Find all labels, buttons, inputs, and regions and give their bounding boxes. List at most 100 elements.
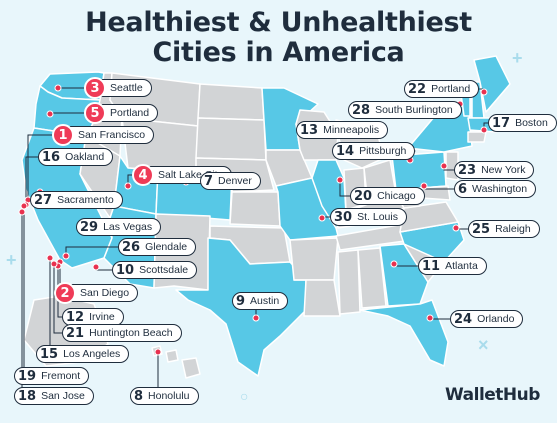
city-name: Seattle — [110, 82, 143, 94]
city-rank: 7 — [204, 173, 214, 189]
decor-plus-icon: + — [512, 48, 523, 68]
city-marker-atlanta — [390, 260, 398, 268]
wallethub-logo: WalletHub — [445, 385, 540, 405]
page-title: Healthiest & Unhealthiest — [85, 7, 472, 38]
city-rank: 28 — [352, 102, 371, 118]
state-hawaii-2 — [165, 349, 179, 363]
city-label-irvine: 12 Irvine — [62, 308, 124, 326]
city-name: Boston — [515, 117, 548, 129]
state-arkansas — [289, 237, 339, 281]
city-label-south-burlington: 28 South Burlington — [348, 101, 462, 119]
city-label-washington: 6 Washington — [454, 180, 537, 198]
leader-line — [339, 180, 350, 197]
city-rank: 4 — [132, 164, 154, 186]
city-marker-fremont — [20, 202, 28, 210]
state-georgia — [379, 243, 429, 307]
city-name: Irvine — [89, 311, 115, 323]
state-alabama — [357, 247, 387, 309]
city-name: San Jose — [41, 390, 85, 402]
city-rank: 11 — [422, 258, 441, 274]
city-marker-austin — [252, 314, 260, 322]
city-marker-los-angeles — [46, 254, 54, 262]
city-name: Oakland — [65, 151, 105, 163]
city-name: Raleigh — [495, 223, 531, 235]
city-name: St. Louis — [357, 211, 398, 223]
city-marker-huntington-beach — [50, 260, 58, 268]
leader-line — [27, 134, 60, 200]
decor-plus-icon: + — [6, 250, 17, 270]
city-name: Minneapolis — [323, 124, 380, 136]
city-name: Washington — [472, 183, 528, 195]
city-name: Fremont — [41, 370, 81, 382]
city-label-portland: 22 Portland — [404, 80, 480, 98]
state-florida — [359, 299, 449, 367]
city-marker-scottsdale — [92, 263, 100, 271]
city-name: Glendale — [145, 241, 188, 253]
city-label-las-vegas: 29 Las Vegas — [76, 218, 162, 236]
city-rank: 21 — [66, 325, 85, 341]
city-name: Pittsburgh — [359, 145, 407, 157]
city-rank: 22 — [408, 81, 427, 97]
city-marker-new-york — [440, 162, 448, 170]
city-rank: 26 — [122, 239, 141, 255]
state-north-dakota — [197, 83, 265, 121]
city-name: Sacramento — [57, 194, 114, 206]
city-name: Huntington Beach — [89, 327, 173, 339]
city-rank: 2 — [54, 282, 76, 304]
city-name: San Diego — [80, 287, 130, 299]
city-rank: 13 — [300, 122, 319, 138]
city-name: Los Angeles — [63, 348, 121, 360]
city-rank: 10 — [116, 262, 135, 278]
city-label-boston: 17 Boston — [488, 114, 557, 132]
city-rank: 25 — [472, 221, 491, 237]
city-label-austin: 9 Austin — [232, 292, 289, 310]
city-rank: 1 — [52, 124, 74, 146]
city-label-minneapolis: 13 Minneapolis — [296, 121, 389, 139]
city-rank: 5 — [84, 102, 106, 124]
decor-cross-icon: × — [478, 335, 489, 355]
city-rank: 19 — [18, 368, 37, 384]
city-label-glendale: 26 Glendale — [118, 238, 197, 256]
city-rank: 15 — [40, 346, 59, 362]
city-marker-honolulu — [154, 348, 162, 356]
state-connecticut — [467, 131, 487, 143]
city-name: Orlando — [477, 313, 515, 325]
city-name: Portland — [110, 107, 150, 119]
city-label-san-diego: 2 San Diego — [54, 282, 139, 304]
city-rank: 30 — [334, 209, 353, 225]
city-name: South Burlington — [375, 104, 453, 116]
city-label-los-angeles: 15 Los Angeles — [36, 345, 130, 363]
city-rank: 9 — [236, 293, 246, 309]
city-marker-salt-lake-city — [124, 182, 132, 190]
city-label-fremont: 19 Fremont — [14, 367, 90, 385]
city-marker-orlando — [426, 314, 434, 322]
city-marker-glendale — [62, 252, 70, 260]
state-mississippi — [337, 249, 361, 315]
city-label-sacramento: 27 Sacramento — [30, 191, 123, 209]
city-label-pittsburgh: 14 Pittsburgh — [332, 142, 416, 160]
city-label-denver: 7 Denver — [200, 172, 261, 190]
state-hawaii-3 — [181, 357, 201, 379]
city-rank: 29 — [80, 219, 99, 235]
city-rank: 14 — [336, 143, 355, 159]
leader-line — [25, 156, 38, 205]
state-south-dakota — [195, 117, 267, 161]
city-label-seattle: 3 Seattle — [84, 77, 152, 99]
city-name: Portland — [431, 83, 471, 95]
city-name: Chicago — [377, 190, 416, 202]
city-rank: 24 — [454, 311, 473, 327]
city-marker-seattle — [54, 84, 62, 92]
city-name: Atlanta — [445, 260, 478, 272]
city-label-atlanta: 11 Atlanta — [418, 257, 487, 275]
city-name: San Francisco — [78, 129, 146, 141]
page-subtitle: Cities in America — [152, 37, 405, 68]
city-marker-raleigh — [452, 224, 460, 232]
city-marker-san-jose — [18, 208, 26, 216]
city-label-honolulu: 8 Honolulu — [130, 387, 199, 405]
city-label-scottsdale: 10 Scottsdale — [112, 261, 198, 279]
city-rank: 8 — [134, 388, 144, 404]
state-maine — [473, 55, 511, 113]
city-rank: 18 — [18, 388, 37, 404]
city-label-raleigh: 25 Raleigh — [468, 220, 540, 238]
state-louisiana — [293, 279, 341, 317]
